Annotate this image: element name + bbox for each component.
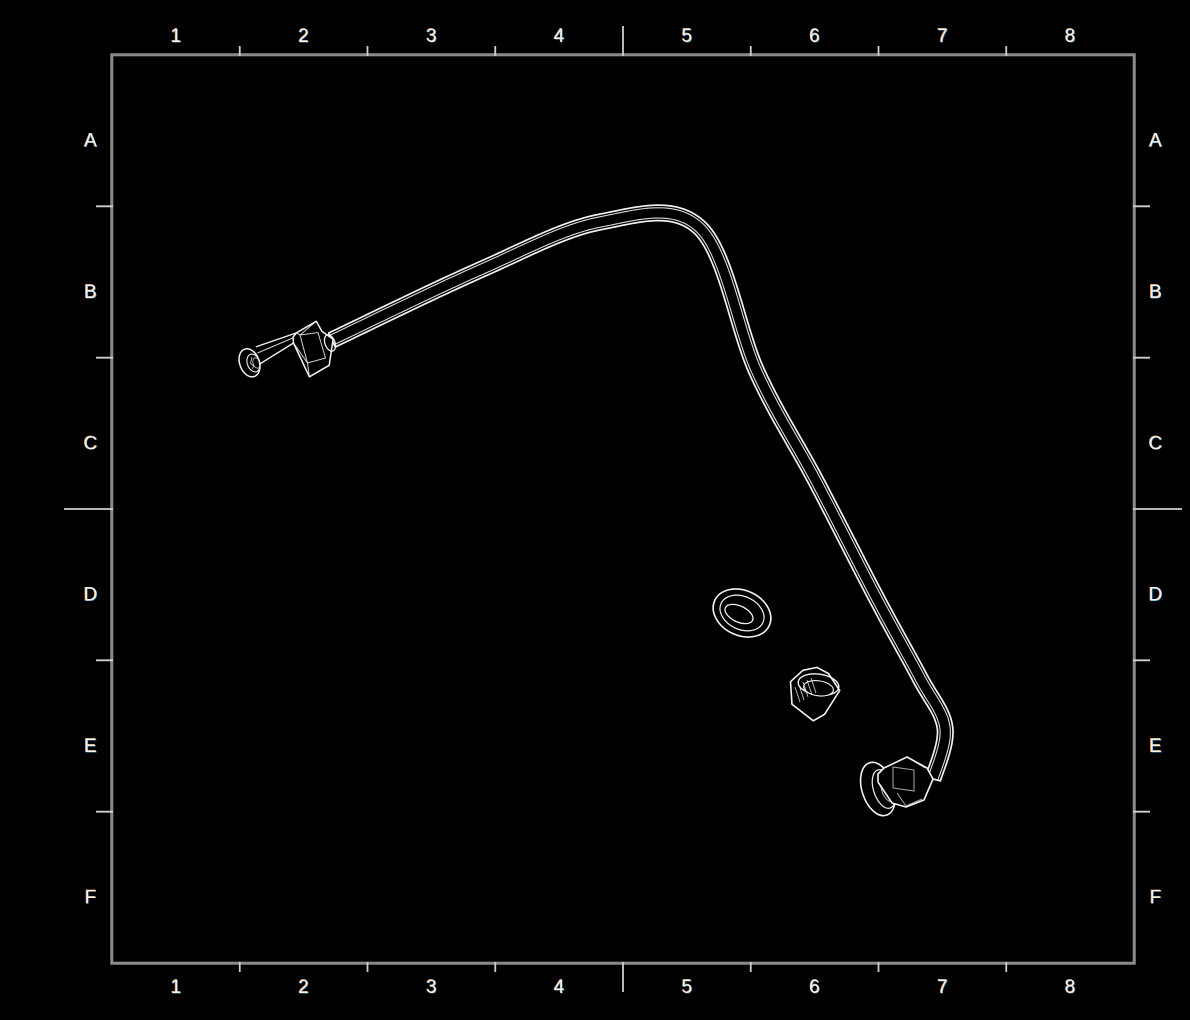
svg-text:5: 5 bbox=[682, 977, 693, 998]
svg-text:F: F bbox=[1150, 887, 1162, 908]
svg-text:4: 4 bbox=[554, 977, 565, 998]
svg-text:C: C bbox=[1149, 433, 1163, 454]
svg-text:D: D bbox=[1149, 585, 1163, 606]
svg-text:3: 3 bbox=[426, 26, 437, 47]
svg-text:3: 3 bbox=[426, 977, 437, 998]
svg-text:D: D bbox=[84, 585, 98, 606]
svg-text:2: 2 bbox=[298, 977, 309, 998]
svg-text:7: 7 bbox=[937, 977, 948, 998]
svg-text:A: A bbox=[1149, 131, 1162, 152]
svg-text:8: 8 bbox=[1065, 977, 1076, 998]
svg-text:8: 8 bbox=[1065, 26, 1076, 47]
svg-text:7: 7 bbox=[937, 26, 948, 47]
svg-text:E: E bbox=[84, 736, 97, 757]
svg-text:E: E bbox=[1149, 736, 1162, 757]
svg-text:2: 2 bbox=[298, 26, 309, 47]
svg-text:5: 5 bbox=[682, 26, 693, 47]
svg-text:6: 6 bbox=[809, 977, 820, 998]
svg-text:B: B bbox=[84, 282, 97, 303]
svg-text:C: C bbox=[84, 433, 98, 454]
svg-text:F: F bbox=[85, 887, 97, 908]
svg-text:4: 4 bbox=[554, 26, 565, 47]
svg-text:1: 1 bbox=[171, 26, 182, 47]
svg-text:1: 1 bbox=[171, 977, 182, 998]
svg-text:A: A bbox=[84, 131, 97, 152]
svg-text:B: B bbox=[1149, 282, 1162, 303]
svg-text:6: 6 bbox=[809, 26, 820, 47]
